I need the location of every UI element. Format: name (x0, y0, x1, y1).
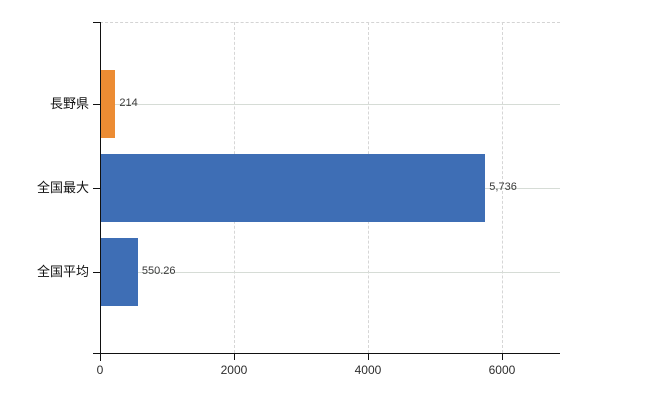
category-label: 長野県 (49, 95, 89, 111)
x-tick-label: 4000 (354, 363, 382, 377)
bar[interactable] (101, 237, 138, 306)
y-axis-tick (93, 187, 100, 189)
horizontal-gridline (100, 103, 560, 105)
category-label: 全国平均 (36, 263, 89, 279)
x-axis-tick (367, 353, 369, 360)
x-axis-tick (501, 353, 503, 360)
x-axis-tick (100, 353, 101, 360)
x-tick-label: 0 (96, 363, 104, 377)
bar-value-label: 5,736 (489, 181, 517, 193)
bar-value-label: 550.26 (141, 265, 176, 277)
x-tick-label: 2000 (220, 363, 248, 377)
horizontal-gridline (100, 271, 560, 273)
bar-value-label: 214 (119, 97, 138, 109)
x-axis-tick (233, 353, 235, 360)
y-axis-line (100, 22, 101, 361)
y-axis-tick (93, 22, 100, 23)
plot-top-border (100, 22, 560, 23)
bar[interactable] (101, 69, 115, 138)
category-label: 全国最大 (36, 179, 89, 195)
bar[interactable] (101, 153, 485, 222)
x-tick-label: 6000 (488, 363, 516, 377)
x-axis-line (93, 353, 560, 354)
y-axis-tick (93, 103, 100, 105)
y-axis-tick (93, 271, 100, 273)
